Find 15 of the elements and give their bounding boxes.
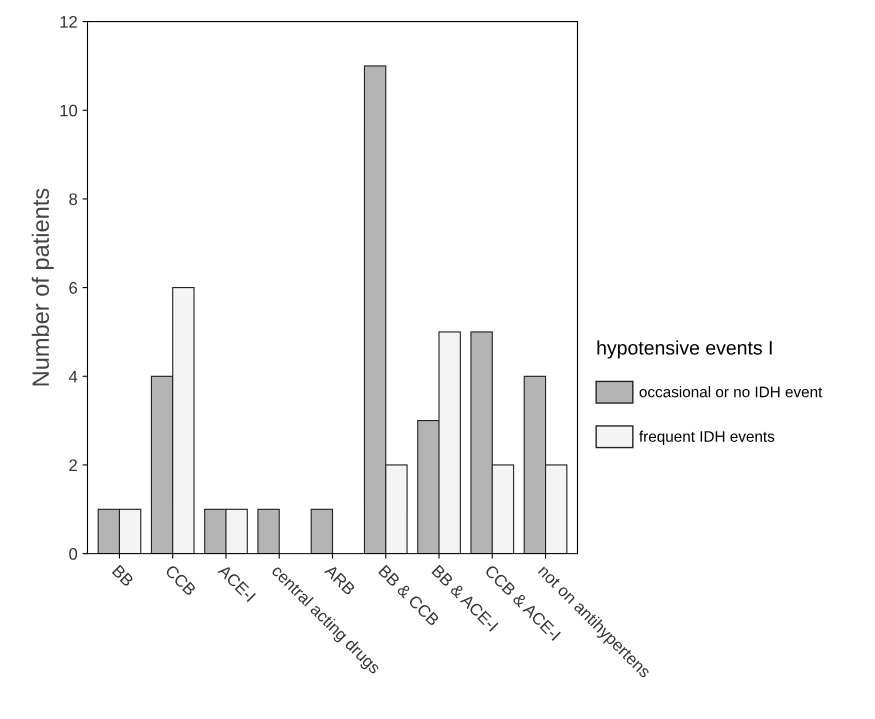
y-tick-label: 2 xyxy=(69,459,77,471)
y-tick-label: 12 xyxy=(60,16,77,28)
bar xyxy=(310,508,334,554)
x-tick-label: BB xyxy=(112,564,134,587)
bar xyxy=(257,508,280,554)
legend-label: frequent IDH events xyxy=(639,430,774,445)
y-tick-label: 8 xyxy=(69,193,78,206)
y-tick-label: 4 xyxy=(68,370,78,382)
y-axis-title: Number of patients xyxy=(32,188,54,386)
x-tick-label: ARB xyxy=(324,564,356,596)
y-tick-label: 0 xyxy=(69,548,78,560)
y-tick-label: 6 xyxy=(69,282,78,294)
legend-label: occasional or no IDH event xyxy=(640,386,822,398)
legend-title: hypotensive events I xyxy=(598,340,772,359)
y-tick-label: 10 xyxy=(60,104,78,116)
